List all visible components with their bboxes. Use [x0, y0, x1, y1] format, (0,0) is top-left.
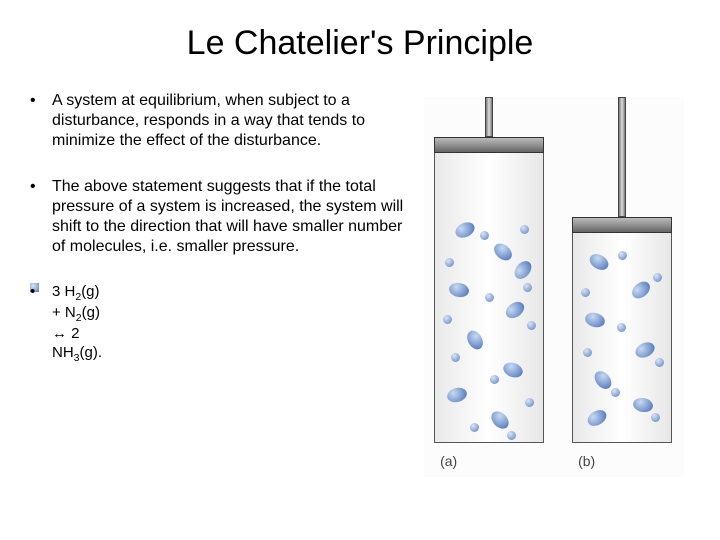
molecule-small [470, 423, 479, 432]
molecule-large [453, 219, 477, 240]
molecule-large [503, 299, 527, 322]
molecule-small [490, 375, 499, 384]
molecule-small [617, 323, 626, 332]
molecule-large [488, 408, 512, 432]
bullet-marker: • [30, 177, 52, 257]
molecule-large [501, 360, 525, 380]
piston-head-b [572, 217, 672, 233]
molecule-large [491, 240, 515, 264]
molecule-large [587, 251, 611, 273]
piston-rod-b [618, 97, 626, 217]
cylinder-b [572, 97, 672, 447]
molecule-small [653, 273, 662, 282]
cylinder-a [434, 97, 544, 447]
bullet-3: • 3 H2(g) + N2(g) ↔ 2 NH3(g). [30, 283, 39, 292]
cylinder-body-b [572, 233, 672, 443]
label-b: (b) [578, 453, 595, 469]
bullet-2: • The above statement suggests that if t… [30, 177, 414, 257]
cylinder-diagram: (a) (b) [424, 97, 684, 477]
text-column: • A system at equilibrium, when subject … [30, 91, 424, 477]
molecule-small [581, 288, 590, 297]
molecule-small [583, 348, 592, 357]
molecule-large [632, 396, 654, 413]
molecule-small [451, 353, 460, 362]
molecule-large [629, 278, 653, 302]
molecule-small [443, 315, 452, 324]
eq-part: (g). [80, 344, 103, 361]
molecule-large [464, 328, 486, 352]
molecule-small [507, 431, 516, 440]
bullet-1: • A system at equilibrium, when subject … [30, 91, 414, 151]
molecule-small [611, 388, 620, 397]
molecule-small [618, 251, 627, 260]
molecule-small [523, 283, 532, 292]
bullet-marker: • [30, 283, 52, 292]
molecule-large [584, 311, 607, 330]
molecule-small [651, 413, 660, 422]
slide-title: Le Chatelier's Principle [30, 24, 690, 63]
molecule-small [520, 225, 529, 234]
molecule-small [655, 358, 664, 367]
bullet-3-text: 3 H2(g) + N2(g) ↔ 2 NH3(g). [52, 283, 102, 292]
molecule-large [633, 339, 657, 360]
molecule-small [527, 321, 536, 330]
eq-part: 3 H [52, 283, 75, 300]
molecule-large [585, 407, 609, 429]
bullet-marker: • [30, 91, 52, 151]
molecule-large [448, 281, 470, 298]
molecule-large [446, 386, 469, 405]
diagram-column: (a) (b) [424, 91, 690, 477]
molecule-small [525, 398, 534, 407]
cylinder-body-a [434, 153, 544, 443]
molecule-small [480, 231, 489, 240]
slide: Le Chatelier's Principle • A system at e… [0, 0, 720, 540]
content-row: • A system at equilibrium, when subject … [30, 91, 690, 477]
molecule-large [511, 258, 535, 282]
bullet-1-text: A system at equilibrium, when subject to… [52, 91, 414, 151]
piston-rod-a [485, 97, 493, 137]
label-a: (a) [440, 453, 457, 469]
molecule-small [445, 258, 454, 267]
molecule-small [485, 293, 494, 302]
bullet-2-text: The above statement suggests that if the… [52, 177, 414, 257]
piston-head-a [434, 137, 544, 153]
